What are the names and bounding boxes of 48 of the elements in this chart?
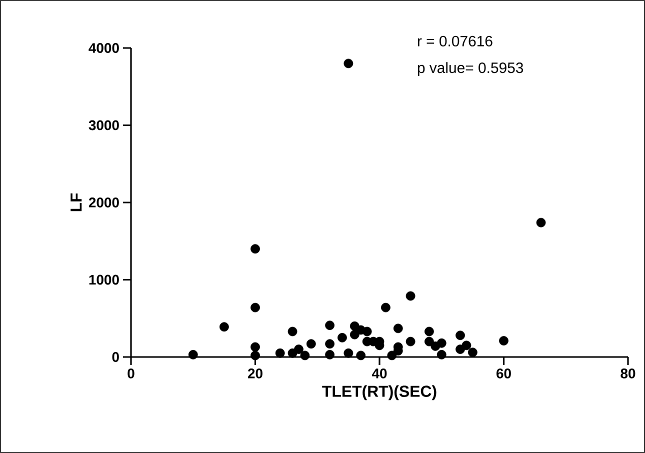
point xyxy=(288,326,298,336)
x-tick-label: 40 xyxy=(372,368,387,378)
point xyxy=(356,350,366,360)
y-tick-label: 4000 xyxy=(88,43,119,53)
point xyxy=(456,330,465,340)
point xyxy=(387,350,397,360)
point xyxy=(424,336,434,346)
x-tick-label: 60 xyxy=(496,368,511,378)
point xyxy=(338,332,347,342)
text: r = 0.07616 xyxy=(418,36,492,46)
point xyxy=(393,324,403,334)
y-tick-label: 3000 xyxy=(88,120,119,130)
x-tick-label: 0 xyxy=(128,368,134,378)
point xyxy=(406,336,416,346)
x-axis-title: TLET(RT)(SEC) xyxy=(322,385,436,400)
point xyxy=(325,339,334,349)
y-axis-title: LF xyxy=(70,193,82,212)
point xyxy=(219,322,229,332)
point xyxy=(362,326,372,336)
point xyxy=(344,58,354,68)
point xyxy=(250,244,260,254)
point xyxy=(294,344,304,354)
point xyxy=(250,342,260,352)
point xyxy=(462,340,472,350)
point xyxy=(250,302,260,312)
annotation: p value= 0.5953 xyxy=(418,62,524,76)
point xyxy=(381,302,390,312)
point xyxy=(424,326,434,336)
point xyxy=(188,350,198,360)
point xyxy=(406,291,416,301)
point xyxy=(250,350,260,360)
y-tick-label: 0 xyxy=(112,352,119,362)
x-tick-label: 80 xyxy=(620,368,636,378)
point xyxy=(499,336,508,346)
x-tick-label: 20 xyxy=(248,368,262,378)
point xyxy=(275,348,285,358)
point xyxy=(344,348,354,358)
point xyxy=(325,350,334,360)
point xyxy=(436,350,446,360)
point xyxy=(536,218,546,228)
y-tick-label: 2000 xyxy=(88,198,119,208)
point xyxy=(350,330,360,340)
point xyxy=(325,320,334,330)
point xyxy=(306,339,316,349)
point xyxy=(300,350,310,360)
point xyxy=(468,348,478,358)
point xyxy=(436,338,446,348)
y-tick-label: 1000 xyxy=(89,274,119,285)
